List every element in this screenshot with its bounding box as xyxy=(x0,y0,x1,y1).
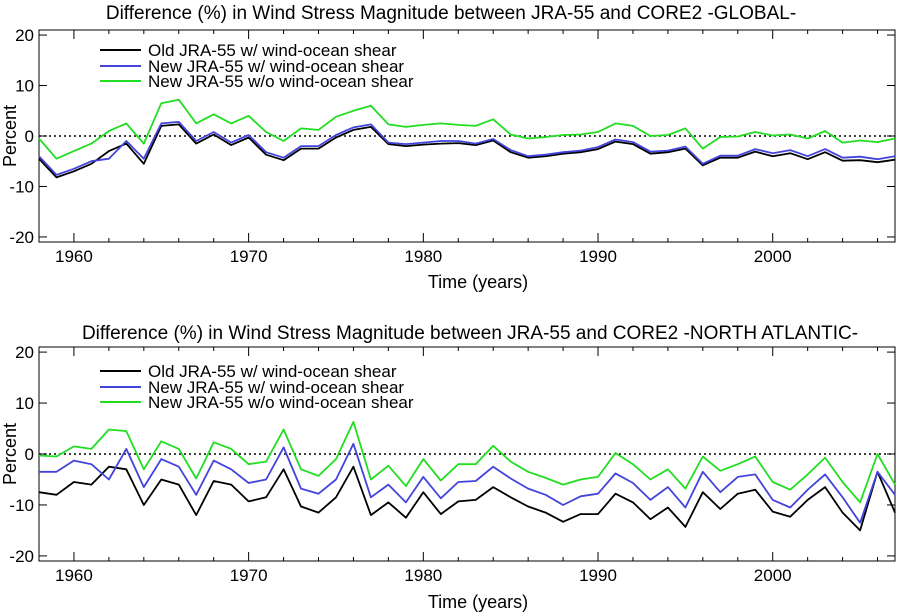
x-axis: 1960 1970 1980 1990 2000 xyxy=(38,30,879,266)
series-line-0 xyxy=(38,465,896,532)
y-tick-label: 20 xyxy=(15,343,34,362)
x-tick-label: 1980 xyxy=(404,247,442,266)
y-axis: -20 -10 0 10 20 xyxy=(9,26,895,247)
series-lines xyxy=(38,98,896,179)
x-tick-label: 2000 xyxy=(754,566,792,585)
y-axis: -20 -10 0 10 20 xyxy=(9,343,895,566)
chart-title: Difference (%) in Wind Stress Magnitude … xyxy=(106,3,796,24)
series-line-2 xyxy=(38,98,896,160)
x-tick-label: 1970 xyxy=(230,247,268,266)
y-tick-label: 10 xyxy=(15,394,34,413)
legend-label-new: New JRA-55 w/ wind-ocean shear xyxy=(148,378,404,397)
chart-title: Difference (%) in Wind Stress Magnitude … xyxy=(82,323,858,344)
panel-north-atlantic: Difference (%) in Wind Stress Magnitude … xyxy=(0,323,896,612)
x-tick-label: 1960 xyxy=(55,566,93,585)
panel-global: Difference (%) in Wind Stress Magnitude … xyxy=(0,3,896,292)
y-tick-label: 10 xyxy=(15,77,34,96)
series-line-0 xyxy=(38,123,896,179)
legend-label-noshear: New JRA-55 w/o wind-ocean shear xyxy=(148,393,414,412)
y-tick-label: -10 xyxy=(9,177,34,196)
y-tick-label: 0 xyxy=(25,445,34,464)
legend-label-old: Old JRA-55 w/ wind-ocean shear xyxy=(148,41,397,60)
series-line-2 xyxy=(38,420,896,504)
series-line-1 xyxy=(39,442,896,524)
series-line-1 xyxy=(38,121,896,176)
legend-label-new: New JRA-55 w/ wind-ocean shear xyxy=(148,57,404,76)
x-axis: 1960 1970 1980 1990 2000 xyxy=(38,347,879,585)
y-axis-label: Percent xyxy=(0,423,20,485)
y-axis-label: Percent xyxy=(0,105,20,167)
legend: Old JRA-55 w/ wind-ocean shear New JRA-5… xyxy=(100,41,414,91)
x-tick-label: 1970 xyxy=(230,566,268,585)
y-tick-label: -10 xyxy=(9,496,34,515)
series-lines xyxy=(38,420,896,532)
x-tick-label: 2000 xyxy=(754,247,792,266)
x-tick-label: 1960 xyxy=(55,247,93,266)
x-axis-label: Time (years) xyxy=(428,592,528,612)
y-tick-label: 0 xyxy=(25,127,34,146)
x-tick-label: 1980 xyxy=(404,566,442,585)
x-axis-label: Time (years) xyxy=(428,272,528,292)
y-tick-label: -20 xyxy=(9,547,34,566)
x-tick-label: 1990 xyxy=(579,247,617,266)
legend-label-old: Old JRA-55 w/ wind-ocean shear xyxy=(148,362,397,381)
legend: Old JRA-55 w/ wind-ocean shear New JRA-5… xyxy=(100,362,414,412)
y-tick-label: -20 xyxy=(9,228,34,247)
y-tick-label: 20 xyxy=(15,26,34,45)
legend-label-noshear: New JRA-55 w/o wind-ocean shear xyxy=(148,72,414,91)
x-tick-label: 1990 xyxy=(579,566,617,585)
